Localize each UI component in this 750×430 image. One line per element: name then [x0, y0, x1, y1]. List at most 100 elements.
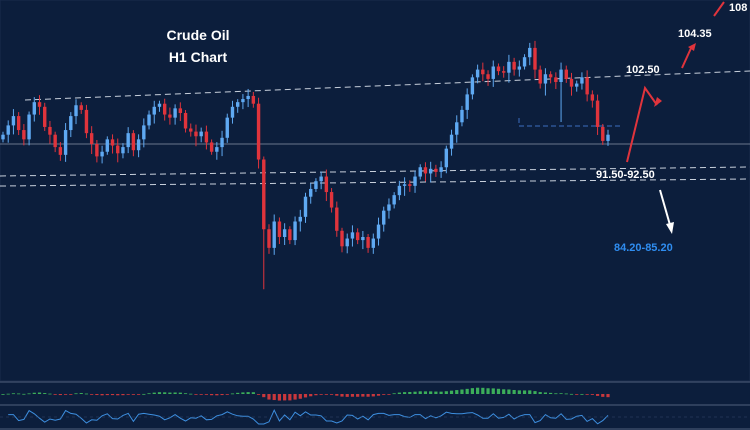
- candle-body: [230, 106, 235, 118]
- oscillator-line: [8, 409, 609, 425]
- indicator-bar: [517, 390, 521, 394]
- candle-body: [79, 105, 83, 110]
- candle-body: [173, 108, 177, 118]
- indicator-bar: [110, 394, 115, 396]
- candle-body: [350, 232, 355, 239]
- trend-lines: [0, 70, 750, 187]
- indicator-bar: [199, 394, 203, 395]
- candle-body: [376, 224, 381, 239]
- candle-body: [460, 109, 464, 123]
- indicator-bar: [361, 394, 365, 397]
- candle-body: [204, 131, 209, 143]
- indicator-bar: [528, 390, 532, 394]
- indicator-bar: [439, 391, 443, 394]
- indicator-bar: [601, 394, 605, 397]
- candle-body: [74, 105, 78, 117]
- candle-body: [43, 106, 47, 127]
- upper-channel-line: [24, 70, 750, 101]
- up-arrow-second: [681, 45, 693, 69]
- candle-body: [538, 69, 542, 84]
- candle-body: [397, 185, 402, 196]
- candle-body: [366, 237, 370, 248]
- candle-body: [27, 114, 31, 140]
- chart-title: Crude Oil: [166, 27, 229, 43]
- indicator-bar: [376, 394, 381, 396]
- indicator-bar: [460, 389, 464, 394]
- target-label: 84.20-85.20: [614, 242, 673, 254]
- indicator-bar: [486, 388, 490, 394]
- candle-body: [32, 102, 36, 115]
- indicator-bar: [413, 391, 417, 394]
- indicator-bar: [569, 393, 574, 395]
- indicator-bar: [11, 393, 16, 395]
- candle-body: [491, 66, 495, 79]
- candle-body: [402, 184, 407, 186]
- neckline: [518, 118, 622, 127]
- indicator-bar: [585, 394, 589, 395]
- indicator-bar: [465, 388, 469, 394]
- indicator-bar: [335, 394, 339, 396]
- candle-body: [136, 139, 141, 151]
- indicator-bar: [491, 388, 495, 394]
- indicator-bar: [137, 394, 141, 395]
- candle-body: [324, 176, 329, 193]
- indicator-bar: [293, 394, 297, 400]
- candle-body: [11, 116, 16, 126]
- price-pane-border: [0, 0, 750, 382]
- candle-body: [63, 130, 68, 155]
- indicator-bar: [121, 394, 125, 396]
- indicator-bar: [131, 394, 135, 395]
- candle-body: [335, 207, 339, 231]
- indicator-bar: [210, 394, 214, 396]
- candle-body: [288, 229, 292, 241]
- indicator-bar: [397, 392, 401, 394]
- candle-body: [575, 83, 579, 87]
- indicator-bar: [575, 394, 579, 395]
- indicator-bar: [533, 391, 537, 394]
- level-label-102: 102.50: [626, 64, 660, 76]
- support-line: [0, 178, 750, 187]
- candle-body: [309, 188, 313, 197]
- candle-body: [319, 176, 323, 182]
- indicator-bar: [267, 394, 271, 400]
- indicator-bar: [272, 394, 276, 401]
- candle-body: [345, 238, 349, 247]
- candle-body: [126, 133, 130, 148]
- candle-body: [235, 102, 240, 107]
- indicator-bar: [595, 394, 600, 396]
- candle-body: [53, 134, 57, 148]
- indicator-bar: [74, 393, 78, 395]
- indicator-bar: [32, 392, 36, 394]
- candle-body: [329, 192, 334, 208]
- candle-body: [89, 133, 94, 144]
- candle-body: [528, 47, 532, 58]
- lower-channel-line: [0, 166, 750, 177]
- candle-body: [481, 69, 485, 75]
- candle-body: [444, 148, 449, 168]
- candle-body: [455, 122, 459, 135]
- candle-body: [116, 145, 120, 154]
- indicator-bar: [53, 394, 57, 395]
- candle-body: [559, 69, 563, 82]
- indicator-bar: [382, 394, 386, 395]
- candle-body: [590, 94, 595, 101]
- up-arrow-third: [713, 1, 725, 17]
- indicator-bar: [309, 394, 313, 397]
- indicator-bar: [356, 394, 360, 397]
- candle-body: [501, 71, 506, 73]
- candle-body: [423, 167, 428, 174]
- candle-body: [215, 147, 219, 152]
- indicator-bar: [350, 394, 355, 397]
- indicator-bar: [319, 394, 323, 395]
- candle-body: [293, 221, 297, 241]
- indicator-bar: [496, 388, 501, 394]
- candle-body: [95, 144, 99, 157]
- candle-body: [282, 229, 287, 237]
- candle-body: [496, 66, 501, 72]
- candle-body: [517, 66, 522, 70]
- candle-body: [533, 47, 537, 70]
- candle-body: [392, 195, 396, 205]
- indicator-bar: [345, 394, 349, 397]
- indicator-bar: [1, 394, 5, 395]
